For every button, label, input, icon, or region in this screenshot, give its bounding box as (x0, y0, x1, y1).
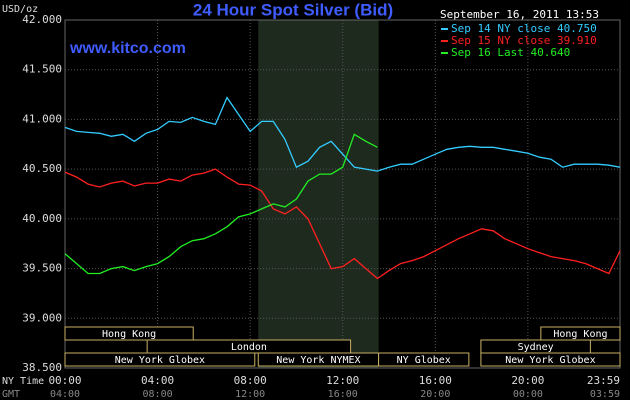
shaded-region (258, 20, 379, 368)
session-label: London (231, 342, 267, 353)
y-tick-label: 39.500 (22, 262, 62, 275)
session-box (378, 352, 470, 367)
x2-tick-label: 04:00 (50, 389, 80, 400)
series-line (64, 133, 378, 275)
y-axis-label: USD/oz (2, 4, 38, 15)
y-tick-label: 40.500 (22, 162, 62, 175)
x-tick-label: 23:59 (587, 374, 620, 387)
session-label: New York Globex (505, 355, 595, 366)
y-tick-label: 38.500 (22, 361, 62, 374)
x-tick-label: 12:00 (326, 374, 359, 387)
plot-frame (64, 19, 621, 369)
y-tick-label: 40.000 (22, 212, 62, 225)
y-tick-label: 39.000 (22, 311, 62, 324)
x-tick-label: 00:00 (48, 374, 81, 387)
session-label: Hong Kong (553, 329, 607, 340)
y-tick-label: 41.500 (22, 63, 62, 76)
session-label: New York Globex (115, 355, 205, 366)
x2-tick-label: 08:00 (143, 389, 173, 400)
x2-tick-label: 12:00 (235, 389, 265, 400)
chart-title: 24 Hour Spot Silver (Bid) (193, 0, 393, 19)
x2-tick-label: 03:59 (590, 389, 620, 400)
x2-axis-label: GMT (2, 389, 20, 400)
x-tick-label: 20:00 (511, 374, 544, 387)
legend-label: Sep 14 NY close 40.750 (451, 22, 597, 35)
session-label: New York NYMEX (276, 355, 360, 366)
series-line (64, 168, 621, 280)
series-line (64, 96, 621, 172)
x2-tick-label: 00:00 (513, 389, 543, 400)
legend-label: Sep 16 Last 40.640 (451, 46, 570, 59)
timestamp: September 16, 2011 13:53 (440, 8, 599, 21)
session-box (64, 352, 256, 367)
x-tick-label: 04:00 (141, 374, 174, 387)
session-box (64, 326, 194, 341)
x-tick-label: 08:00 (234, 374, 267, 387)
legend-label: Sep 15 NY close 39.910 (451, 34, 597, 47)
session-label: NY Globex (397, 355, 451, 366)
session-label: Sydney (518, 342, 554, 353)
y-tick-label: 41.000 (22, 112, 62, 125)
x-tick-label: 16:00 (419, 374, 452, 387)
session-label: Hong Kong (102, 329, 156, 340)
session-box (480, 352, 621, 367)
subtitle: www.kitco.com (69, 40, 186, 57)
y-tick-label: 42.000 (22, 13, 62, 26)
x-axis-label: NY Time (2, 376, 44, 387)
x2-tick-label: 16:00 (328, 389, 358, 400)
x2-tick-label: 20:00 (420, 389, 450, 400)
